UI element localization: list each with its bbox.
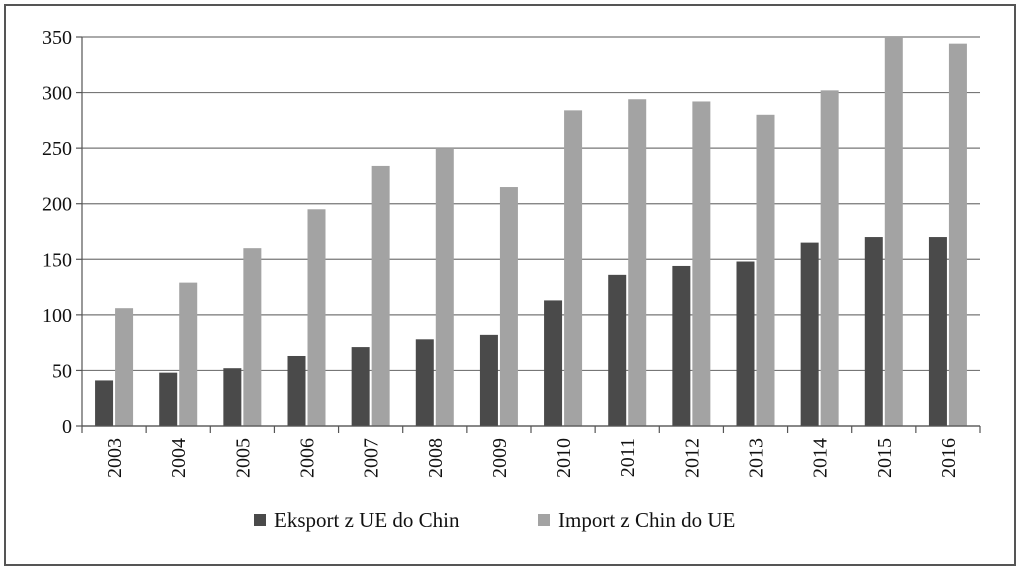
chart-frame: 0 50 100 150 200 250 300 350 2003 2004 2005 2006 20…: [4, 4, 1016, 566]
bar-eksport-2015: [864, 237, 883, 426]
y-tick-label: 350: [42, 27, 72, 49]
bar-eksport-2012: [672, 265, 691, 426]
bar-import-2013: [756, 114, 775, 427]
x-tick-label: 2016: [938, 438, 960, 478]
x-tick-label: 2007: [361, 438, 383, 478]
bar-eksport-2008: [415, 339, 434, 426]
gridlines: [82, 36, 980, 427]
bar-eksport-2010: [544, 300, 563, 426]
legend-swatch: [254, 514, 266, 526]
x-tick-label: 2012: [681, 438, 703, 478]
bar-import-2006: [307, 209, 326, 426]
legend-swatch: [538, 514, 550, 526]
y-tick-label: 200: [42, 194, 72, 216]
y-tick-label: 50: [52, 360, 72, 382]
x-tick-label: 2014: [810, 438, 832, 478]
legend-label: Import z Chin do UE: [558, 508, 735, 532]
x-tick-label: 2010: [553, 438, 575, 478]
bar-eksport-2016: [928, 237, 947, 426]
x-tick-label: 2006: [297, 438, 319, 478]
bar-eksport-2013: [736, 261, 755, 426]
x-tick-label: 2015: [874, 438, 896, 478]
x-tick-label: 2003: [104, 438, 126, 478]
bar-import-2008: [435, 148, 454, 426]
bar-eksport-2003: [95, 380, 114, 426]
bar-eksport-2011: [608, 274, 627, 426]
bar-eksport-2009: [479, 334, 498, 426]
y-tick-label: 0: [62, 416, 72, 438]
y-axis-ticks: 0 50 100 150 200 250 300 350: [42, 27, 82, 438]
y-tick-label: 100: [42, 305, 72, 327]
bar-import-2015: [884, 37, 903, 426]
y-tick-label: 300: [42, 83, 72, 105]
bar-import-2005: [243, 248, 262, 426]
bar-import-2010: [564, 110, 583, 427]
x-tick-label: 2004: [168, 438, 190, 478]
bar-eksport-2005: [223, 368, 242, 426]
x-axis-ticks: 2003 2004 2005 2006 2007 2008 2009 2010 2011 2012…: [81, 426, 981, 478]
bar-import-2003: [115, 308, 134, 426]
bar-import-2012: [692, 101, 711, 426]
bar-import-2007: [371, 165, 390, 426]
x-tick-label: 2005: [232, 438, 254, 478]
x-tick-label: 2009: [489, 438, 511, 478]
x-tick-label: 2013: [746, 438, 768, 478]
bar-import-2011: [628, 99, 647, 427]
bar-import-2009: [499, 187, 518, 426]
bar-eksport-2014: [800, 242, 819, 426]
bar-eksport-2007: [351, 347, 370, 426]
axes: [81, 37, 980, 427]
x-tick-label: 2011: [617, 438, 639, 477]
bar-eksport-2004: [159, 372, 178, 426]
y-tick-label: 150: [42, 249, 72, 271]
legend-label: Eksport z UE do Chin: [274, 508, 460, 532]
bar-import-2016: [948, 43, 967, 426]
y-tick-label: 250: [42, 138, 72, 160]
bar-import-2004: [179, 282, 198, 426]
bar-eksport-2006: [287, 355, 306, 426]
bar-import-2014: [820, 90, 839, 426]
x-tick-label: 2008: [425, 438, 447, 478]
legend: Eksport z UE do Chin Import z Chin do UE: [254, 508, 735, 532]
bars: [95, 37, 967, 427]
